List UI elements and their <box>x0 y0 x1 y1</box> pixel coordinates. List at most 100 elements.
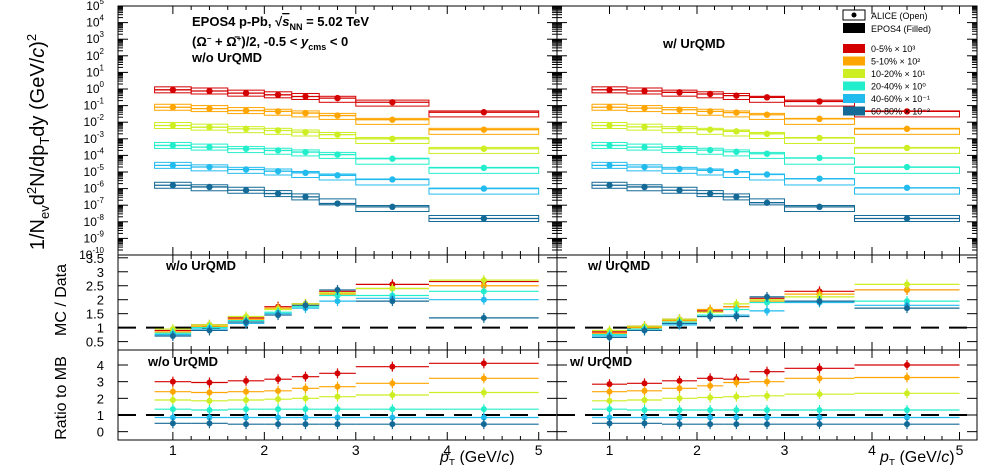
y-tick-label: 2 <box>97 293 104 308</box>
panel-tag: w/o UrQMD <box>165 258 236 273</box>
series-1 <box>591 103 960 135</box>
data-point <box>764 368 770 375</box>
model-point <box>733 168 740 176</box>
data-point <box>904 305 910 312</box>
y-tick-label: 10-7 <box>84 196 105 212</box>
series-3 <box>154 141 540 174</box>
data-point <box>641 327 648 334</box>
panel-layer: 10510410310210110010-110-210-310-410-510… <box>79 0 978 458</box>
panel-tag: w/ UrQMD <box>587 258 650 273</box>
model-point <box>274 190 282 197</box>
model-point <box>480 109 488 116</box>
data-point <box>243 319 250 326</box>
data-point <box>302 414 309 421</box>
model-point <box>641 123 648 131</box>
y-tick-label: 1 <box>97 408 104 423</box>
legend-class-label: 40-60% × 10⁻¹ <box>871 94 930 104</box>
data-point <box>676 395 683 402</box>
model-point <box>274 147 282 154</box>
data-point <box>243 406 250 413</box>
model-point <box>763 150 771 157</box>
data-point <box>480 282 487 289</box>
data-point <box>904 421 910 428</box>
model-point <box>302 148 309 156</box>
model-point <box>606 182 613 189</box>
series-4 <box>154 293 539 340</box>
data-point <box>302 373 309 380</box>
legend-class-swatch <box>843 94 865 103</box>
model-point <box>169 182 177 189</box>
data-point <box>275 376 282 383</box>
data-point <box>275 396 282 403</box>
model-point <box>389 203 396 211</box>
data-point <box>733 414 740 421</box>
panel-tag: w/ UrQMD <box>662 36 725 51</box>
data-point <box>606 381 613 388</box>
legend-entry-epos4: EPOS4 (Filled) <box>871 24 931 34</box>
x-tick-label: 5 <box>956 442 964 458</box>
model-point <box>206 143 213 151</box>
model-point <box>706 190 714 197</box>
y-tick-label: 102 <box>86 47 104 63</box>
model-point <box>763 171 771 178</box>
data-point <box>707 382 714 389</box>
data-point <box>641 380 648 387</box>
model-point <box>903 144 911 152</box>
series-0 <box>592 360 960 390</box>
data-point <box>389 414 396 421</box>
legend-marker-filled-swatch <box>843 23 865 33</box>
data-point <box>389 285 396 292</box>
data-point <box>334 292 341 299</box>
legend-class-entries: 0-5% × 10³ 5-10% × 10² 10-20% × 10¹ 20-40% … <box>843 44 930 117</box>
model-point <box>480 215 488 222</box>
y-tick-label: 10-8 <box>84 213 105 229</box>
y-tick-label: 0 <box>97 425 104 440</box>
model-point <box>676 145 683 152</box>
model-point <box>606 86 613 94</box>
data-point <box>480 375 487 382</box>
model-point <box>641 183 648 191</box>
series-5 <box>592 418 960 430</box>
data-point <box>733 393 740 400</box>
panel-bot-right: 1 2 3 4 5 w/ UrQMD <box>556 349 978 458</box>
data-point <box>334 421 341 428</box>
model-point <box>816 175 823 182</box>
series-5 <box>154 418 539 430</box>
data-point <box>302 302 309 309</box>
x-tick-label: 3 <box>352 442 360 458</box>
model-point <box>302 93 309 100</box>
series-2 <box>154 387 539 406</box>
legend-class-label: 10-20% × 10¹ <box>871 69 925 79</box>
data-point <box>904 286 910 293</box>
model-point <box>706 90 714 98</box>
model-point <box>903 184 911 191</box>
model-point <box>706 146 714 154</box>
y-tick-label: 3.5 <box>86 251 104 266</box>
y-tick-label: 3 <box>97 375 104 390</box>
model-point <box>206 87 213 95</box>
data-point <box>169 406 176 413</box>
model-point <box>274 91 282 99</box>
data-point <box>480 360 487 367</box>
xlabel-right: pT (GeV/c) <box>879 449 955 465</box>
data-point <box>389 406 396 413</box>
y-tick-label: 10-4 <box>84 146 105 162</box>
data-point <box>206 414 213 421</box>
model-point <box>606 162 613 169</box>
data-point <box>480 414 487 421</box>
panel-top-left: 10510410310210110010-110-210-310-410-510… <box>79 0 558 262</box>
model-point <box>676 89 683 96</box>
data-point <box>816 298 823 305</box>
data-point <box>676 421 683 428</box>
model-point <box>169 86 177 94</box>
panel-tag: w/o UrQMD <box>191 50 262 65</box>
model-point <box>274 127 282 134</box>
data-point <box>275 406 282 413</box>
model-point <box>334 131 341 138</box>
model-point <box>903 108 911 115</box>
mid-ylabel: MC / Data <box>53 264 70 336</box>
series-3 <box>591 141 960 174</box>
x-tick-label: 4 <box>868 442 876 458</box>
series-2 <box>591 122 960 154</box>
